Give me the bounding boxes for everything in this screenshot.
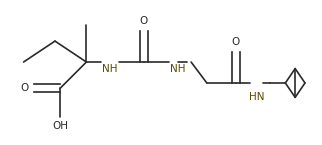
Text: O: O — [21, 83, 29, 93]
Text: NH: NH — [102, 64, 118, 74]
Text: O: O — [232, 37, 240, 47]
Text: OH: OH — [52, 121, 68, 131]
Text: NH: NH — [170, 64, 186, 74]
Text: HN: HN — [249, 92, 264, 102]
Text: O: O — [140, 16, 148, 26]
